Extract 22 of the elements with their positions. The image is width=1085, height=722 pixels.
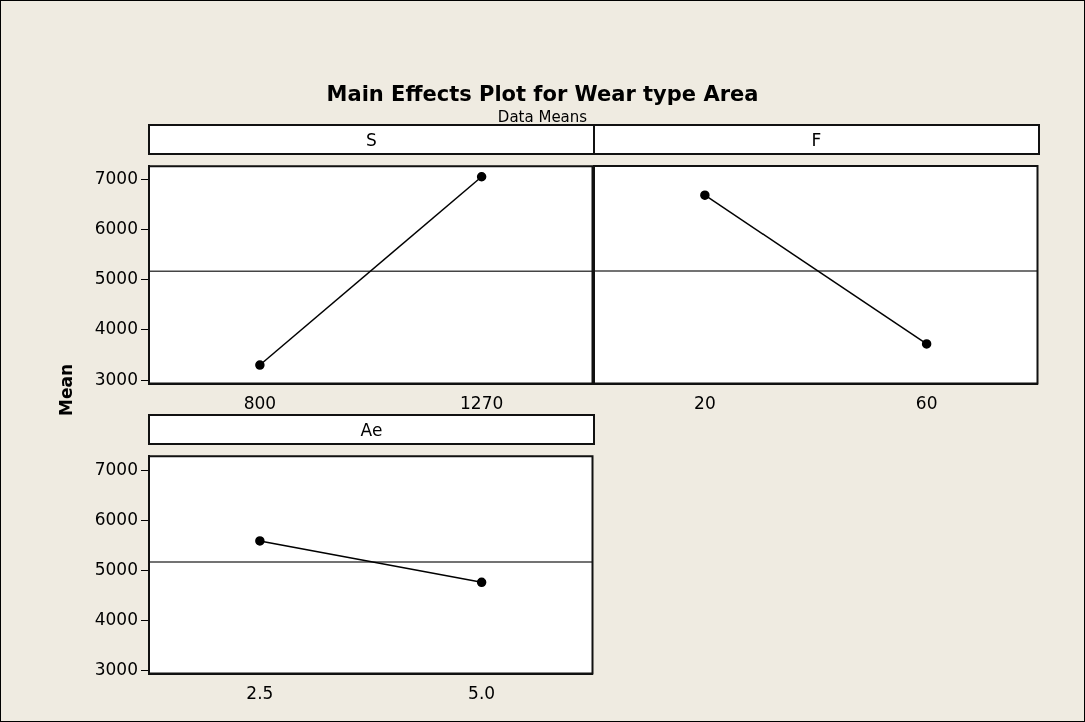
y-tick-label: 4000 [94, 318, 138, 339]
x-tick-label: 1270 [459, 393, 504, 414]
x-tick-label: 60 [915, 393, 938, 414]
y-tick-label: 6000 [94, 217, 138, 238]
x-tick-label: 800 [243, 393, 277, 414]
chart-title: Main Effects Plot for Wear type Area [325, 82, 760, 106]
y-tick-label: 5000 [94, 558, 138, 579]
x-tick-label: 20 [694, 393, 716, 414]
y-tick-label: 7000 [94, 167, 138, 188]
y-tick-label: 5000 [94, 268, 138, 289]
y-tick-label: 7000 [94, 459, 138, 480]
y-axis-title: Mean [56, 363, 76, 418]
x-tick-label: 5.0 [468, 683, 496, 704]
y-tick-label: 3000 [94, 658, 138, 679]
y-tick-label: 4000 [94, 608, 138, 629]
y-tick-label: 6000 [94, 508, 138, 529]
x-axis-title: S [366, 130, 377, 150]
x-axis-title: F [593, 124, 1040, 155]
x-tick-label: 2.5 [246, 683, 274, 704]
y-tick-label: 3000 [94, 368, 138, 389]
chart-subtitle: Data Means [496, 108, 589, 126]
x-axis-title: Ae [148, 414, 595, 445]
